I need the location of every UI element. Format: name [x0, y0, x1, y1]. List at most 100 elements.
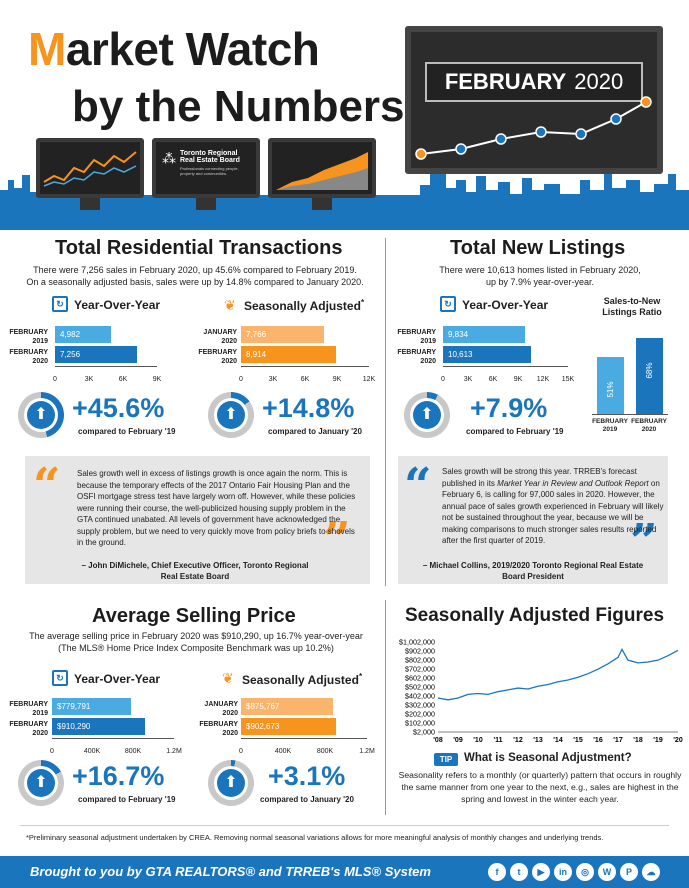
y-tick-label: $902,000 [405, 647, 435, 656]
pr-sa-percent: +3.1% [268, 761, 346, 791]
tick: 400K [274, 748, 292, 755]
tick: 6K [488, 376, 498, 383]
tx-sa-value-1: 7,766 [246, 330, 267, 339]
linkedin-icon[interactable]: in [554, 863, 572, 881]
pr-sa-asterisk: * [358, 672, 363, 681]
footnote: *Preliminary seasonal adjustment underta… [26, 833, 604, 842]
x-tick-label: '18 [633, 737, 643, 744]
quote-right-attr-1: – Michael Collins, 2019/2020 Toronto Reg… [422, 561, 644, 570]
price-yoy-heading: Year-Over-Year [74, 672, 161, 686]
tick: 9K [332, 376, 342, 383]
month-banner: FEBRUARY 2020 [425, 62, 643, 102]
tx-yoy-compare: compared to February '19 [78, 427, 176, 436]
tick: 6K [118, 376, 128, 383]
pr-sa-axis [241, 738, 367, 739]
x-tick-label: '10 [473, 737, 483, 744]
column-divider-bottom [385, 600, 386, 815]
up-arrow-icon: ⬆ [27, 401, 55, 429]
youtube-icon[interactable]: ▶ [532, 863, 550, 881]
pr-sa-bar-1: $875,767 [241, 698, 333, 715]
tx-sa-label-2: FEBRUARY 2020 [198, 349, 237, 365]
x-tick-label: '14 [553, 737, 563, 744]
ratio-bar-2: 68% [636, 337, 663, 414]
tick: 9K [513, 376, 523, 383]
title-rest: arket Watch [65, 23, 320, 75]
tick: 6K [300, 376, 310, 383]
pr-sa-heading-text: Seasonally Adjusted [242, 673, 359, 687]
tick: 0 [441, 376, 445, 383]
ratio-value-2: 68% [645, 362, 654, 379]
tx-yoy-label-2: FEBRUARY 2020 [9, 349, 48, 365]
quote-right-text: Sales growth will be strong this year. T… [442, 466, 664, 547]
up-arrow-icon: ⬆ [217, 769, 245, 797]
year-label: 2020 [574, 69, 624, 94]
sa-figures-line-chart: $1,002,000$902,000$802,000$702,000$602,0… [399, 638, 683, 745]
y-tick-label: $402,000 [405, 692, 435, 701]
ratio-heading-line2: Listings Ratio [602, 307, 662, 317]
y-tick-label: $1,002,000 [399, 638, 435, 647]
x-tick-label: '13 [533, 737, 543, 744]
quote-right-attr-2: Board President [502, 572, 564, 581]
wordpress-icon[interactable]: W [598, 863, 616, 881]
column-divider-top [385, 238, 386, 586]
y-tick-label: $702,000 [405, 665, 435, 674]
ratio-label-1-line2: 2019 [602, 426, 618, 433]
ratio-label-2: FEBRUARY 2020 [629, 418, 669, 434]
x-tick-label: '08 [433, 737, 443, 744]
tx-yoy-value-1: 4,982 [60, 330, 81, 339]
trreb-logo-tag: Professionals connecting people, propert… [180, 166, 239, 176]
tick: 800K [316, 748, 334, 755]
ls-yoy-bar-2: 10,613 [443, 346, 532, 363]
up-arrow-icon: ⬆ [27, 769, 55, 797]
y-tick-label: $802,000 [405, 656, 435, 665]
open-quote-icon: “ [33, 458, 61, 514]
transactions-desc-1: There were 7,256 sales in February 2020,… [33, 265, 357, 275]
pinterest-icon[interactable]: P [620, 863, 638, 881]
tick: 400K [83, 748, 101, 755]
pr-yoy-value-1: $779,791 [57, 702, 91, 711]
small-monitor-area-chart [268, 138, 376, 198]
tx-sa-bar-1: 7,766 [241, 326, 324, 343]
tick: 0 [53, 376, 57, 383]
tx-sa-axis [241, 366, 369, 367]
quote-box-left: “ ” Sales growth well in excess of listi… [25, 456, 370, 584]
transactions-yoy-heading: Year-Over-Year [74, 298, 161, 312]
ls-yoy-label-2: FEBRUARY 2020 [397, 349, 436, 365]
listings-desc-1: There were 10,613 homes listed in Februa… [439, 265, 641, 275]
trreb-logo-icon: ⁂ [162, 150, 176, 166]
pr-yoy-percent: +16.7% [72, 761, 165, 791]
instagram-icon[interactable]: ◎ [576, 863, 594, 881]
trreb-logo-line1: Toronto Regional [180, 150, 238, 157]
pr-sa-label-1: JANUARY 2020 [204, 701, 238, 717]
facebook-icon[interactable]: f [488, 863, 506, 881]
quote-box-right: “ ” Sales growth will be strong this yea… [398, 456, 668, 584]
twitter-icon[interactable]: t [510, 863, 528, 881]
ls-yoy-progress-ring: ⬆ [404, 392, 450, 438]
soundcloud-icon[interactable]: ☁ [642, 863, 660, 881]
tx-sa-compare: compared to January '20 [268, 427, 362, 436]
up-arrow-icon: ⬆ [413, 401, 441, 429]
tx-yoy-value-2: 7,256 [60, 350, 81, 359]
ratio-axis [592, 414, 668, 415]
tx-yoy-bar-1: 4,982 [55, 326, 112, 343]
monitor-stand-1 [80, 198, 100, 210]
price-title: Average Selling Price [92, 605, 296, 627]
pr-yoy-axis [52, 738, 174, 739]
y-tick-label: $602,000 [405, 674, 435, 683]
tip-title: What is Seasonal Adjustment? [464, 752, 632, 764]
transactions-sa-heading: Seasonally Adjusted* [244, 298, 364, 313]
tip-text: Seasonality refers to a monthly (or quar… [398, 770, 682, 804]
tick: 800K [124, 748, 142, 755]
trend-line-graphic [415, 96, 652, 160]
tick: 12K [536, 376, 550, 383]
tx-sa-percent: +14.8% [262, 393, 355, 423]
tick: 15K [561, 376, 575, 383]
tx-yoy-bar-2: 7,256 [55, 346, 138, 363]
ls-yoy-compare: compared to February '19 [466, 427, 564, 436]
tx-sa-heading-text: Seasonally Adjusted [244, 299, 361, 313]
monitor-stand-3 [312, 198, 332, 210]
tx-sa-value-2: 8,914 [246, 350, 267, 359]
up-arrow-icon: ⬆ [217, 401, 245, 429]
pr-sa-bar-2: $902,673 [241, 718, 336, 735]
pr-sa-value-1: $875,767 [246, 702, 280, 711]
